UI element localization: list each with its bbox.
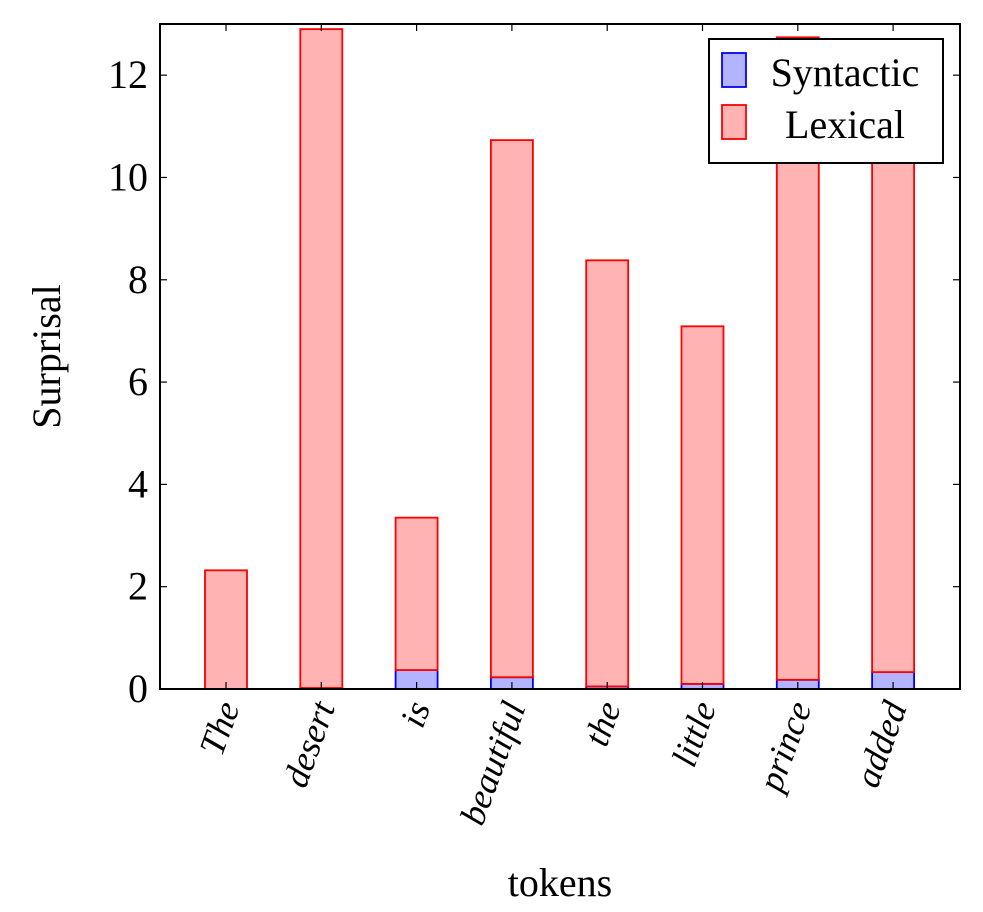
x-tick-label: little bbox=[664, 696, 724, 772]
y-tick-label: 2 bbox=[128, 564, 148, 609]
ticks-layer: 0 2 4 6 8 10 12 bbox=[108, 24, 960, 711]
x-tick-label: added bbox=[847, 695, 915, 792]
x-tick-label: the bbox=[576, 696, 629, 751]
y-tick-label: 4 bbox=[128, 461, 148, 506]
x-tick-label: desert bbox=[275, 695, 343, 792]
legend: Syntactic Lexical bbox=[708, 38, 944, 164]
y-tick-label: 8 bbox=[128, 257, 148, 302]
legend-swatch-lexical bbox=[721, 104, 747, 140]
legend-swatch-syntactic bbox=[721, 52, 747, 88]
x-tick-label: beautiful bbox=[452, 696, 533, 830]
y-tick-label: 10 bbox=[108, 154, 148, 199]
bars-layer bbox=[204, 28, 915, 690]
bar-lexical-added bbox=[871, 138, 915, 674]
bar-lexical-the bbox=[204, 569, 248, 690]
bar-lexical-the bbox=[585, 259, 630, 688]
bar-lexical-is bbox=[394, 516, 439, 671]
bar-lexical-beautiful bbox=[489, 139, 534, 679]
bar-lexical-little bbox=[680, 325, 725, 685]
x-tick-label: prince bbox=[749, 696, 819, 799]
category-labels: The desert is beautiful the little prince added bbox=[191, 695, 914, 830]
y-axis-title: Surprisal bbox=[24, 284, 69, 428]
x-axis-title: tokens bbox=[508, 860, 612, 905]
legend-label-syntactic: Syntactic bbox=[771, 50, 920, 95]
x-tick-label: The bbox=[191, 696, 247, 760]
x-tick-label: is bbox=[392, 696, 438, 732]
plot-frame bbox=[159, 23, 961, 690]
y-tick-label: 12 bbox=[108, 52, 148, 97]
y-tick-label: 6 bbox=[128, 359, 148, 404]
y-tick-label: 0 bbox=[128, 666, 148, 711]
legend-label-lexical: Lexical bbox=[785, 102, 905, 147]
bar-lexical-desert bbox=[299, 28, 344, 689]
legend-box bbox=[708, 38, 944, 164]
